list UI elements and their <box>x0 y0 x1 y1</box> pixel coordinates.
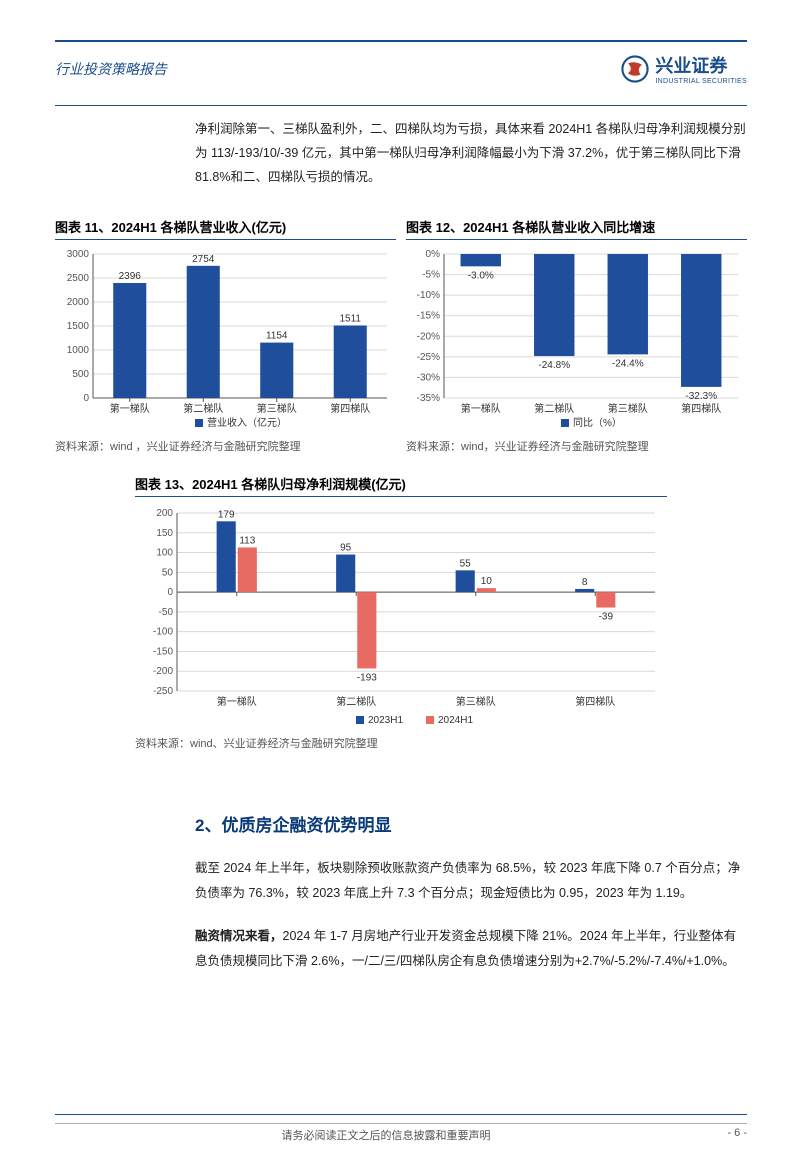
svg-text:3000: 3000 <box>67 249 90 260</box>
svg-text:113: 113 <box>239 536 255 547</box>
svg-text:50: 50 <box>162 568 174 579</box>
chart-11-source: 资料来源：wind ，兴业证券经济与金融研究院整理 <box>55 438 396 454</box>
svg-text:第一梯队: 第一梯队 <box>110 402 150 415</box>
report-type-title: 行业投资策略报告 <box>55 59 167 79</box>
svg-text:2500: 2500 <box>67 273 90 284</box>
svg-text:2000: 2000 <box>67 297 90 308</box>
svg-text:-20%: -20% <box>417 332 440 343</box>
svg-text:第一梯队: 第一梯队 <box>461 402 501 415</box>
chart-11-title: 图表 11、2024H1 各梯队营业收入(亿元) <box>55 217 396 240</box>
svg-text:-15%: -15% <box>417 311 440 322</box>
svg-text:第一梯队: 第一梯队 <box>217 695 257 708</box>
chart-11-container: 图表 11、2024H1 各梯队营业收入(亿元) 0 500 1000 1500 200… <box>55 217 396 454</box>
svg-text:-24.8%: -24.8% <box>538 360 570 371</box>
svg-text:-35%: -35% <box>417 393 440 404</box>
chart-13-title: 图表 13、2024H1 各梯队归母净利润规模(亿元) <box>135 474 667 497</box>
svg-text:第三梯队: 第三梯队 <box>456 695 496 708</box>
chart-13-svg: -250 -200 -150 -100 -50 0 50 100 150 200 179 113 第一梯… <box>135 501 665 731</box>
para2-bold: 融资情况来看， <box>195 929 283 943</box>
chart-12-source: 资料来源：wind，兴业证券经济与金融研究院整理 <box>406 438 747 454</box>
brand-name-cn: 兴业证券 <box>655 52 747 78</box>
section-2-para-2: 融资情况来看，2024 年 1-7 月房地产行业开发资金总规模下降 21%。20… <box>195 924 747 974</box>
section-2-para-1: 截至 2024 年上半年，板块剔除预收账款资产负债率为 68.5%，较 2023… <box>195 856 747 906</box>
svg-text:179: 179 <box>218 510 235 521</box>
svg-text:-24.4%: -24.4% <box>612 359 644 370</box>
svg-text:500: 500 <box>72 369 89 380</box>
chart-12-container: 图表 12、2024H1 各梯队营业收入同比增速 0% -5% -10% -15% -2… <box>406 217 747 454</box>
svg-text:第二梯队: 第二梯队 <box>183 402 223 415</box>
svg-text:营业收入（亿元）: 营业收入（亿元） <box>207 416 287 429</box>
svg-text:1500: 1500 <box>67 321 90 332</box>
svg-text:2023H1: 2023H1 <box>368 715 403 726</box>
footer-page-number: - 6 - <box>717 1127 747 1143</box>
svg-text:-150: -150 <box>153 647 173 658</box>
chart-12-svg: 0% -5% -10% -15% -20% -25% -30% -35% -3.0% 第一梯队 -2… <box>406 244 746 434</box>
svg-text:-250: -250 <box>153 686 173 697</box>
svg-text:1000: 1000 <box>67 345 90 356</box>
svg-text:-100: -100 <box>153 627 173 638</box>
chart-12-title: 图表 12、2024H1 各梯队营业收入同比增速 <box>406 217 747 240</box>
svg-text:10: 10 <box>481 576 493 587</box>
svg-text:95: 95 <box>340 543 352 554</box>
svg-text:2396: 2396 <box>119 271 142 282</box>
svg-text:-10%: -10% <box>417 290 440 301</box>
chart-13-source: 资料来源：wind、兴业证券经济与金融研究院整理 <box>135 735 667 751</box>
svg-text:-3.0%: -3.0% <box>468 271 494 282</box>
svg-text:200: 200 <box>156 508 173 519</box>
svg-text:第二梯队: 第二梯队 <box>336 695 376 708</box>
intro-paragraph: 净利润除第一、三梯队盈利外，二、四梯队均为亏损，具体来看 2024H1 各梯队归… <box>195 118 747 189</box>
svg-text:2024H1: 2024H1 <box>438 715 473 726</box>
footer-disclaimer: 请务必阅读正文之后的信息披露和重要声明 <box>55 1127 717 1143</box>
svg-text:-50: -50 <box>159 607 174 618</box>
svg-text:-30%: -30% <box>417 373 440 384</box>
svg-text:第四梯队: 第四梯队 <box>330 402 370 415</box>
page-footer: 请务必阅读正文之后的信息披露和重要声明 - 6 - <box>55 1114 747 1143</box>
svg-text:-200: -200 <box>153 666 173 677</box>
svg-text:第二梯队: 第二梯队 <box>534 402 574 415</box>
svg-text:第四梯队: 第四梯队 <box>681 402 721 415</box>
section-2-title: 2、优质房企融资优势明显 <box>195 811 747 836</box>
svg-text:-32.3%: -32.3% <box>685 391 717 402</box>
chart-11-svg: 0 500 1000 1500 2000 2500 3000 2396 第一梯队 2754 第二梯队… <box>55 244 395 434</box>
svg-text:-193: -193 <box>357 673 377 684</box>
svg-text:150: 150 <box>156 528 173 539</box>
svg-text:100: 100 <box>156 548 173 559</box>
chart-13-container: 图表 13、2024H1 各梯队归母净利润规模(亿元) -250 -200 -150… <box>135 474 667 751</box>
svg-text:55: 55 <box>460 559 472 570</box>
svg-text:第三梯队: 第三梯队 <box>608 402 648 415</box>
svg-text:1154: 1154 <box>266 331 288 342</box>
svg-text:-39: -39 <box>599 612 614 623</box>
svg-text:8: 8 <box>582 577 588 588</box>
svg-text:-5%: -5% <box>422 270 440 281</box>
logo-icon <box>621 55 649 83</box>
brand-logo: 兴业证券 INDUSTRIAL SECURITIES <box>621 52 747 85</box>
svg-text:2754: 2754 <box>192 254 215 265</box>
svg-text:1511: 1511 <box>339 314 361 325</box>
svg-text:0: 0 <box>83 393 89 404</box>
svg-text:-25%: -25% <box>417 352 440 363</box>
page-header: 行业投资策略报告 兴业证券 INDUSTRIAL SECURITIES <box>55 52 747 106</box>
svg-text:第三梯队: 第三梯队 <box>257 402 297 415</box>
svg-text:同比（%）: 同比（%） <box>573 417 622 429</box>
svg-text:0: 0 <box>167 587 173 598</box>
svg-text:0%: 0% <box>426 249 441 260</box>
svg-text:第四梯队: 第四梯队 <box>575 695 615 708</box>
brand-name-en: INDUSTRIAL SECURITIES <box>655 78 747 85</box>
